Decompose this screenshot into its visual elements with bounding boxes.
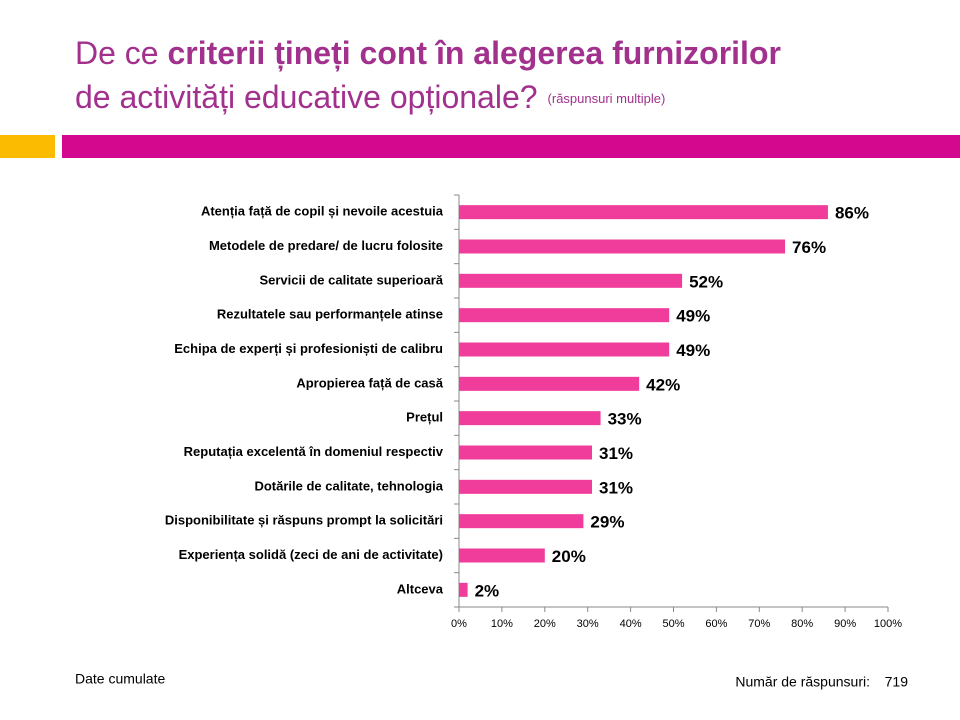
category-label: Dotările de calitate, tehnologia: [254, 478, 443, 493]
accent-bar: [0, 135, 55, 158]
category-label: Echipa de experți și profesioniști de ca…: [174, 341, 443, 356]
accent-bar: [62, 135, 960, 158]
value-label: 29%: [590, 513, 624, 532]
bar: [459, 411, 601, 426]
category-label: Servicii de calitate superioară: [259, 272, 443, 287]
bar: [459, 582, 468, 597]
bar: [459, 548, 545, 563]
x-tick-label: 70%: [748, 618, 770, 630]
value-label: 31%: [599, 444, 633, 463]
x-tick-label: 40%: [620, 618, 642, 630]
value-label: 2%: [475, 581, 500, 600]
title-text: De ce: [75, 35, 167, 71]
value-label: 86%: [835, 204, 869, 223]
title-bold: criterii țineți cont în alegerea furnizo…: [167, 35, 780, 71]
x-tick-label: 100%: [874, 618, 902, 630]
value-label: 33%: [608, 410, 642, 429]
title-line-2: de activități educative opționale? (răspu…: [75, 79, 665, 115]
title-text: de activități educative opționale?: [75, 79, 538, 115]
bar: [459, 342, 670, 357]
value-label: 76%: [792, 238, 826, 257]
category-label: Experiența solidă (zeci de ani de activi…: [179, 547, 443, 562]
category-label: Reputația excelentă în domeniul respecti…: [184, 444, 444, 459]
category-label: Apropierea față de casă: [296, 375, 443, 390]
bar: [459, 376, 640, 391]
category-label: Disponibilitate și răspuns prompt la sol…: [165, 513, 443, 528]
footer-note: Date cumulate: [75, 671, 165, 687]
category-label: Rezultatele sau performanțele atinse: [217, 307, 443, 322]
bar: [459, 239, 786, 254]
value-label: 49%: [676, 307, 710, 326]
bar: [459, 205, 828, 220]
x-tick-label: 0%: [451, 618, 467, 630]
x-tick-label: 80%: [791, 618, 813, 630]
bar: [459, 308, 670, 323]
category-label: Atenția față de copil și nevoile acestui…: [201, 204, 444, 219]
category-label: Altceva: [397, 581, 444, 596]
x-tick-label: 60%: [705, 618, 727, 630]
bar: [459, 273, 683, 288]
value-label: 49%: [676, 341, 710, 360]
bar: [459, 514, 584, 529]
bar: [459, 445, 592, 460]
title-line-1: De ce criterii țineți cont în alegerea f…: [75, 35, 781, 71]
category-label: Prețul: [406, 410, 443, 425]
value-label: 52%: [689, 272, 723, 291]
x-tick-label: 30%: [577, 618, 599, 630]
respondents-count: 719: [885, 674, 909, 690]
x-tick-label: 10%: [491, 618, 513, 630]
x-tick-label: 90%: [834, 618, 856, 630]
bar: [459, 479, 592, 494]
x-tick-label: 50%: [662, 618, 684, 630]
category-label: Metodele de predare/ de lucru folosite: [209, 238, 443, 253]
respondents-label: Număr de răspunsuri:: [735, 674, 870, 690]
value-label: 20%: [552, 547, 586, 566]
x-tick-label: 20%: [534, 618, 556, 630]
value-label: 42%: [646, 375, 680, 394]
value-label: 31%: [599, 478, 633, 497]
title-note: (răspunsuri multiple): [548, 91, 666, 106]
